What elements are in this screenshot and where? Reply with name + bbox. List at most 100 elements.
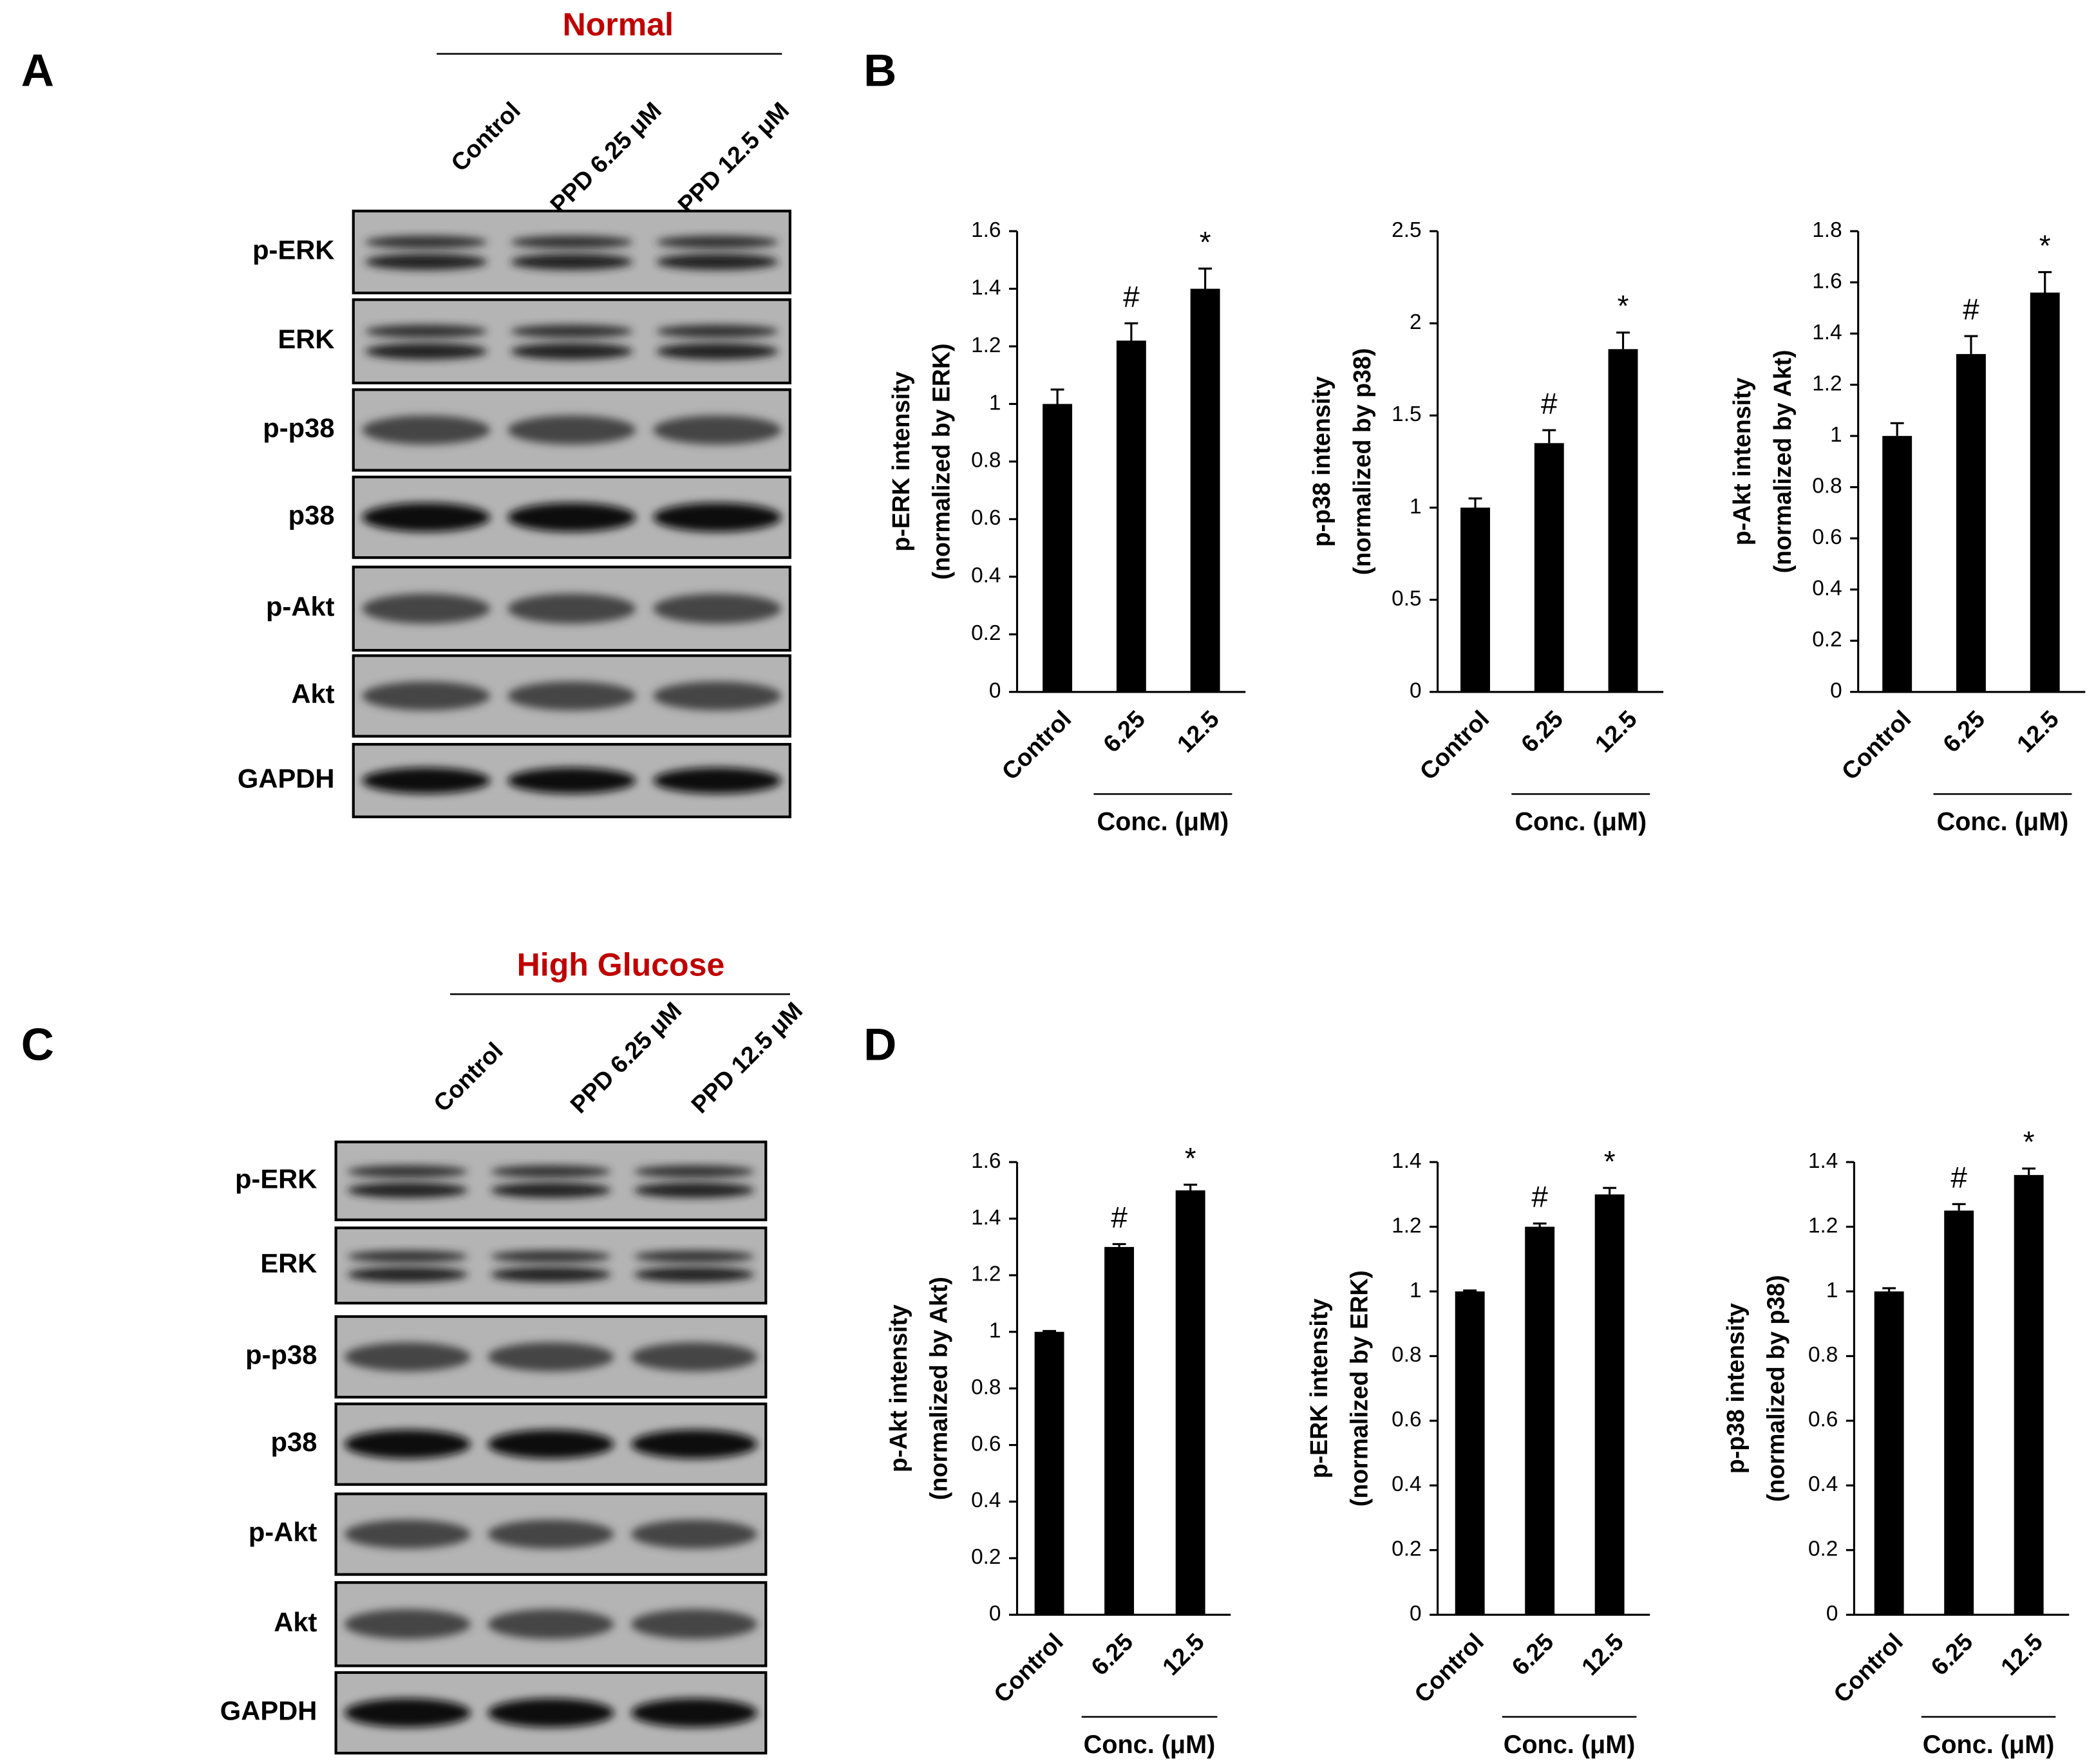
y-tick-label: 2.5 — [1392, 218, 1421, 242]
y-tick-label: 1.4 — [971, 276, 1001, 299]
protein-label: p-ERK — [252, 234, 334, 265]
bar — [1043, 404, 1073, 692]
x-tick-label: 12.5 — [1590, 705, 1642, 757]
error-bar — [2022, 1167, 2036, 1176]
blot-band — [653, 594, 782, 624]
y-tick-label: 1 — [989, 1319, 1001, 1343]
x-tick-label: 12.5 — [1576, 1628, 1629, 1680]
y-tick-label: 0.8 — [971, 449, 1001, 473]
y-tick-label: 0.2 — [971, 1545, 1001, 1569]
blot-band — [634, 1165, 755, 1178]
y-tick-label: 0.2 — [1812, 628, 1842, 652]
x-tick-label: Control — [1414, 705, 1494, 785]
bar — [1175, 1190, 1205, 1615]
y-tick-label: 1.4 — [1392, 1149, 1421, 1173]
bar — [1190, 288, 1220, 692]
significance-label: # — [1111, 1201, 1128, 1234]
bar — [1460, 507, 1490, 692]
y-tick-label: 0 — [1830, 679, 1842, 703]
blot-band — [364, 342, 487, 360]
blot-band — [656, 342, 779, 360]
blot-band — [653, 415, 782, 445]
blot-band — [631, 1519, 757, 1549]
blot-band — [487, 1519, 614, 1549]
y-tick-label: 0.8 — [1392, 1343, 1421, 1367]
x-tick-label: 6.25 — [1098, 705, 1150, 757]
y-tick-label: 1.5 — [1392, 402, 1421, 426]
blot-band — [510, 324, 633, 338]
panel-label: C — [21, 1019, 54, 1070]
bar — [1882, 436, 1912, 692]
y-axis-label: p-ERK intensity — [887, 371, 914, 552]
y-tick-label: 0.8 — [971, 1375, 1001, 1399]
x-tick-label: Control — [996, 705, 1076, 785]
blot-band — [364, 253, 487, 270]
bar — [1455, 1291, 1485, 1615]
blot-band — [487, 1429, 614, 1459]
significance-label: # — [1123, 280, 1140, 314]
y-tick-label: 0.8 — [1808, 1343, 1838, 1367]
y-tick-label: 1 — [989, 391, 1001, 415]
blot-membrane — [334, 1226, 768, 1305]
significance-label: * — [2023, 1125, 2035, 1159]
error-bar — [1882, 1287, 1896, 1291]
blot-band — [347, 1165, 468, 1178]
panel-label: D — [864, 1019, 896, 1070]
y-tick-label: 1.2 — [971, 333, 1001, 357]
y-axis-label: p-p38 intensity — [1722, 1303, 1749, 1474]
y-tick-label: 0.5 — [1392, 586, 1421, 610]
error-bar — [1463, 1289, 1477, 1292]
protein-label: GAPDH — [220, 1696, 317, 1726]
significance-label: * — [1185, 1141, 1196, 1175]
y-axis-label: p-Akt intensity — [1728, 377, 1755, 545]
bar — [1874, 1291, 1904, 1615]
significance-label: # — [1950, 1161, 1967, 1194]
bar — [1104, 1246, 1135, 1615]
y-axis-label: (normalized by p38) — [1348, 348, 1375, 576]
blot-band — [362, 502, 491, 532]
x-axis-label: Conc. (μM) — [1504, 1731, 1636, 1759]
blot-band — [507, 502, 636, 532]
blot-band — [487, 1698, 614, 1728]
blot-band — [507, 681, 636, 711]
protein-label: p38 — [288, 500, 335, 530]
significance-label: # — [1531, 1180, 1548, 1214]
y-tick-label: 2 — [1410, 310, 1422, 334]
protein-label: p38 — [271, 1427, 317, 1457]
y-tick-label: 0.6 — [1812, 525, 1842, 549]
y-axis-label: (normalized by Akt) — [925, 1277, 952, 1500]
significance-label: # — [1963, 293, 1979, 326]
y-axis-label: p-Akt intensity — [885, 1304, 912, 1472]
blot-band — [656, 235, 779, 249]
significance-label: * — [1604, 1145, 1616, 1178]
lane-label: PPD 12.5 μM — [672, 97, 794, 218]
y-tick-label: 0.4 — [971, 1488, 1001, 1512]
blot-band — [631, 1609, 757, 1640]
protein-label: p-Akt — [249, 1517, 317, 1547]
blot-band — [344, 1519, 471, 1549]
y-tick-label: 0 — [1410, 1602, 1422, 1626]
y-tick-label: 0.4 — [971, 564, 1001, 588]
x-tick-label: Control — [1836, 705, 1916, 785]
lane-label: PPD 6.25 μM — [565, 997, 686, 1118]
y-tick-label: 0 — [1826, 1602, 1838, 1626]
error-bar — [1050, 388, 1064, 404]
condition-label: Normal — [563, 6, 674, 42]
significance-label: # — [1541, 387, 1558, 420]
y-tick-label: 1 — [1826, 1279, 1838, 1302]
blot-band — [653, 767, 782, 794]
bar — [1608, 349, 1638, 692]
y-tick-label: 1 — [1410, 494, 1422, 518]
x-axis-label: Conc. (μM) — [1084, 1731, 1216, 1759]
x-tick-label: 12.5 — [1996, 1628, 2048, 1680]
blot-band — [507, 767, 636, 794]
x-tick-label: Control — [988, 1628, 1068, 1708]
blot-band — [510, 235, 633, 249]
y-axis-label: (normalized by p38) — [1762, 1275, 1789, 1502]
blot-band — [656, 324, 779, 338]
y-tick-label: 1.6 — [971, 218, 1001, 242]
protein-label: Akt — [274, 1607, 317, 1637]
blot-band — [362, 767, 491, 794]
protein-label: ERK — [260, 1248, 317, 1279]
